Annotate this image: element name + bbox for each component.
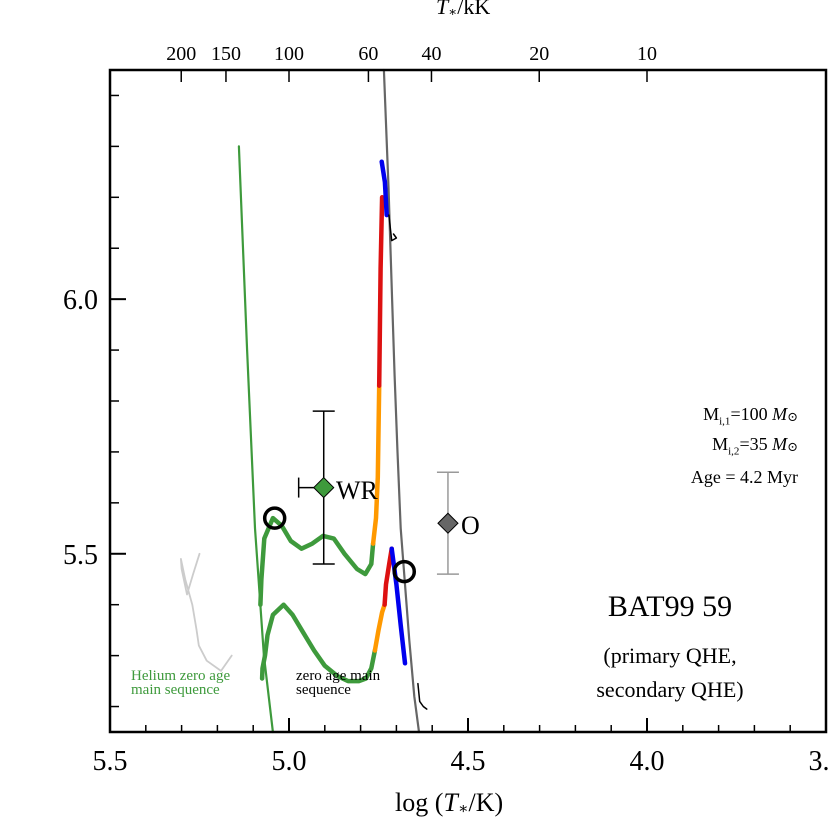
param-age: Age = 4.2 Myr	[691, 463, 798, 491]
sun-symbol-2: ⊙	[787, 439, 798, 454]
param-m2-sub: i,2	[728, 445, 740, 458]
marker-diamond-o	[437, 512, 459, 534]
x-tick-label-0: 5.5	[93, 746, 128, 777]
x-axis-title: log (T∗/K)	[395, 788, 503, 818]
system-note-2: secondary QHE)	[540, 677, 800, 703]
series-hezams-1	[237, 145, 274, 734]
system-note-1: (primary QHE,	[540, 643, 800, 669]
param-m1-value: =100	[730, 404, 768, 424]
param-m2-symbol: M	[712, 434, 729, 454]
sun-symbol-1: ⊙	[787, 409, 798, 424]
top-tick-label-3: 60	[358, 43, 378, 65]
param-m1-unit: M	[772, 404, 788, 424]
current-position-circle-0	[262, 506, 287, 530]
series-secondary-track-7	[259, 602, 378, 684]
label-o: O	[461, 511, 480, 541]
param-m2-value: =35	[739, 434, 768, 454]
top-tick-label-4: 40	[421, 43, 441, 65]
system-name-text: BAT99 59	[607, 590, 733, 623]
top-axis-title-text: T∗/kK	[436, 0, 491, 19]
top-tick-label-2: 100	[274, 43, 304, 65]
top-tick-label-1: 150	[211, 43, 241, 65]
zams-label: zero age main sequence	[296, 668, 381, 698]
series-secondary-endpoint-11	[417, 682, 428, 710]
marker-wr	[297, 410, 335, 565]
tracks-layer	[179, 68, 428, 734]
hezams-label-line1: Helium zero age	[131, 668, 231, 684]
x-tick-label-2: 4.5	[451, 746, 486, 777]
current-position-circle-1	[392, 559, 417, 584]
series-secondary-track-8	[372, 602, 387, 653]
marker-diamond-wr	[313, 476, 335, 499]
x-axis-title-text: log (T∗/K)	[395, 788, 504, 818]
param-mass-primary: Mi,1=100 M⊙	[703, 400, 798, 436]
param-m1-sub: i,1	[719, 415, 731, 428]
top-axis-title: T∗/kK	[436, 0, 490, 20]
marker-o	[436, 471, 459, 575]
markers-layer	[262, 410, 459, 584]
system-name: BAT99 59	[540, 590, 800, 624]
param-mass-secondary: Mi,2=35 M⊙	[712, 430, 798, 466]
param-m2-unit: M	[772, 434, 788, 454]
ticks-layer: 5.5 5.0 4.5 4.0 3.5 5.5 6.0 200 150 100 60 40 20 10	[63, 43, 830, 777]
zams-label-line2: sequence	[296, 682, 351, 698]
y-tick-label-1: 6.0	[63, 285, 98, 316]
x-tick-label-3: 4.0	[630, 746, 665, 777]
hezams-label-line2: main sequence	[131, 682, 220, 698]
series-primary-track-5	[379, 159, 389, 218]
series-primary-track-4	[376, 195, 385, 388]
top-tick-label-6: 10	[637, 43, 657, 65]
top-tick-label-0: 200	[166, 43, 196, 65]
label-wr: WR	[336, 476, 378, 506]
series-primary-track-3	[370, 383, 382, 546]
top-tick-label-5: 20	[529, 43, 549, 65]
zams-label-line1: zero age main	[296, 668, 381, 684]
series-secondary-pre-ms-12	[179, 552, 233, 672]
y-tick-label-0: 5.5	[63, 540, 98, 571]
param-age-text: Age = 4.2 Myr	[690, 467, 798, 487]
label-wr-text: WR	[336, 476, 378, 505]
series-primary-endpoint-6	[388, 214, 398, 242]
system-note-1-text: (primary QHE,	[603, 643, 737, 668]
param-m1-symbol: M	[703, 404, 720, 424]
label-o-text: O	[461, 511, 480, 540]
series-primary-track-2	[258, 515, 376, 607]
series-zams-0	[382, 68, 421, 734]
x-tick-label-1: 5.0	[272, 746, 307, 777]
hezams-label: Helium zero age main sequence	[131, 668, 231, 698]
x-tick-label-4: 3.5	[809, 746, 830, 777]
system-note-2-text: secondary QHE)	[596, 677, 744, 702]
